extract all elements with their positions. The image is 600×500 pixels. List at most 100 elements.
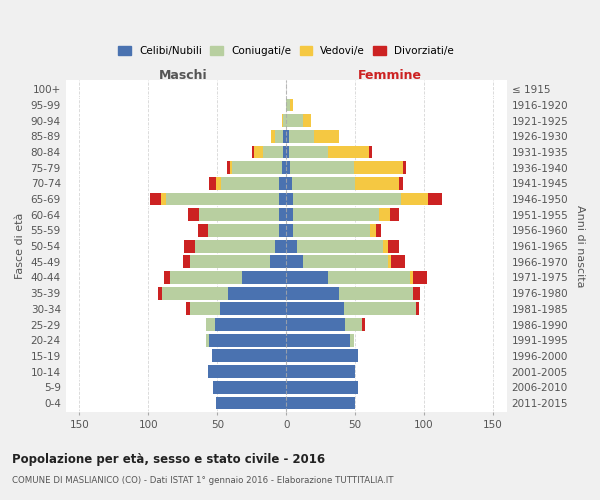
Bar <box>280 192 286 205</box>
Bar <box>158 286 162 300</box>
Bar <box>164 271 170 284</box>
Bar <box>292 177 355 190</box>
Bar <box>198 224 208 237</box>
Bar <box>286 256 303 268</box>
Bar <box>344 302 416 316</box>
Bar <box>209 334 286 346</box>
Bar <box>286 192 293 205</box>
Bar <box>275 240 286 252</box>
Bar <box>286 381 358 394</box>
Bar <box>150 192 161 205</box>
Bar <box>206 318 215 331</box>
Bar <box>286 271 328 284</box>
Bar <box>303 256 388 268</box>
Bar <box>389 208 399 221</box>
Bar <box>280 224 286 237</box>
Bar <box>413 286 420 300</box>
Bar <box>303 114 311 127</box>
Bar <box>209 177 216 190</box>
Bar <box>388 240 399 252</box>
Bar <box>227 161 230 174</box>
Bar <box>286 318 346 331</box>
Bar <box>286 302 344 316</box>
Bar <box>188 208 199 221</box>
Bar <box>376 224 381 237</box>
Bar <box>403 161 406 174</box>
Bar <box>282 114 283 127</box>
Bar <box>286 98 290 112</box>
Bar <box>416 302 419 316</box>
Bar <box>354 161 403 174</box>
Bar <box>183 256 190 268</box>
Bar <box>190 302 220 316</box>
Bar <box>286 224 293 237</box>
Bar <box>286 365 355 378</box>
Bar <box>350 334 354 346</box>
Bar <box>293 224 370 237</box>
Bar <box>290 161 354 174</box>
Bar <box>388 256 391 268</box>
Bar <box>370 224 376 237</box>
Bar <box>297 240 383 252</box>
Bar <box>229 286 286 300</box>
Bar <box>283 114 286 127</box>
Y-axis label: Fasce di età: Fasce di età <box>15 213 25 280</box>
Bar <box>199 208 280 221</box>
Bar <box>242 271 286 284</box>
Bar <box>220 302 286 316</box>
Bar <box>314 130 338 142</box>
Bar <box>263 146 283 158</box>
Bar <box>286 208 293 221</box>
Bar <box>286 146 289 158</box>
Bar <box>413 271 427 284</box>
Text: Femmine: Femmine <box>358 69 422 82</box>
Bar <box>289 146 328 158</box>
Bar <box>230 161 232 174</box>
Bar <box>293 192 401 205</box>
Bar <box>286 334 350 346</box>
Y-axis label: Anni di nascita: Anni di nascita <box>575 205 585 288</box>
Text: COMUNE DI MASLIANICO (CO) - Dati ISTAT 1° gennaio 2016 - Elaborazione TUTTITALIA: COMUNE DI MASLIANICO (CO) - Dati ISTAT 1… <box>12 476 394 485</box>
Bar <box>362 318 365 331</box>
Bar <box>195 240 275 252</box>
Bar <box>391 256 405 268</box>
Bar <box>252 146 254 158</box>
Bar <box>208 365 286 378</box>
Bar <box>338 286 413 300</box>
Bar <box>283 130 286 142</box>
Bar <box>216 177 221 190</box>
Bar <box>428 192 442 205</box>
Bar <box>283 146 286 158</box>
Bar <box>185 302 190 316</box>
Bar <box>271 130 275 142</box>
Bar <box>254 146 263 158</box>
Bar <box>293 208 379 221</box>
Bar <box>213 381 286 394</box>
Bar <box>282 161 286 174</box>
Bar <box>216 396 286 409</box>
Bar <box>286 396 355 409</box>
Bar <box>410 271 413 284</box>
Bar <box>206 334 209 346</box>
Text: Maschi: Maschi <box>158 69 207 82</box>
Bar <box>215 318 286 331</box>
Bar <box>286 130 289 142</box>
Bar <box>208 224 280 237</box>
Legend: Celibi/Nubili, Coniugati/e, Vedovi/e, Divorziati/e: Celibi/Nubili, Coniugati/e, Vedovi/e, Di… <box>114 42 458 60</box>
Text: Popolazione per età, sesso e stato civile - 2016: Popolazione per età, sesso e stato civil… <box>12 452 325 466</box>
Bar <box>162 286 229 300</box>
Bar <box>399 177 403 190</box>
Bar <box>379 208 389 221</box>
Bar <box>170 271 242 284</box>
Bar <box>286 114 303 127</box>
Bar <box>369 146 371 158</box>
Bar <box>355 177 399 190</box>
Bar <box>212 350 286 362</box>
Bar <box>286 240 297 252</box>
Bar <box>286 286 338 300</box>
Bar <box>286 177 292 190</box>
Bar <box>346 318 362 331</box>
Bar <box>232 161 282 174</box>
Bar <box>161 192 166 205</box>
Bar <box>190 256 269 268</box>
